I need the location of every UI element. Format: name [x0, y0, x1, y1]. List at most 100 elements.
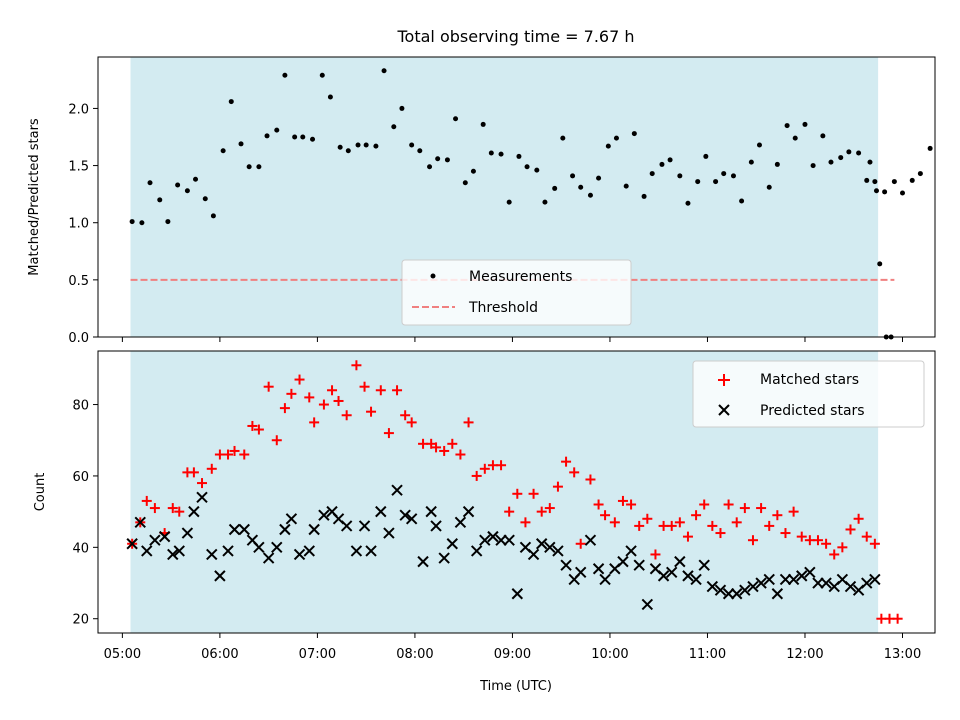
predicted-star-b	[844, 580, 857, 593]
matched-star-point	[206, 463, 217, 474]
predicted-star-point	[271, 541, 283, 554]
predicted-star-point	[812, 577, 824, 589]
matched-star-point	[263, 381, 274, 392]
predicted-star-b	[574, 566, 587, 579]
measurement-point	[157, 197, 163, 203]
predicted-star-b	[633, 559, 645, 571]
predicted-star-b	[462, 505, 475, 518]
matched-star-point	[247, 420, 258, 431]
matched-star-point	[600, 510, 611, 521]
predicted-star-b	[755, 577, 767, 589]
measurement-point	[909, 177, 915, 183]
predicted-star-b	[625, 545, 637, 557]
predicted-star-b	[869, 573, 881, 586]
predicted-star-b	[592, 563, 605, 575]
predicted-star-b	[599, 573, 611, 586]
matched-star-point	[585, 474, 596, 485]
measurement-point	[355, 142, 361, 148]
predicted-star-b	[714, 584, 727, 596]
predicted-star-point	[308, 523, 320, 536]
measurement-point	[873, 188, 879, 194]
legend-predicted-label: Predicted stars	[760, 403, 865, 419]
measurement-point	[202, 196, 208, 202]
matched-star-point	[666, 520, 677, 531]
measurement-point	[695, 179, 701, 185]
predicted-star-b	[430, 520, 442, 532]
measurement-point	[856, 150, 862, 156]
predicted-star-point	[787, 573, 800, 586]
predicted-star-point	[238, 523, 250, 536]
predicted-star-point	[391, 484, 403, 496]
predicted-star-point	[495, 534, 507, 546]
predicted-star-point	[869, 573, 881, 586]
measurement-point	[623, 183, 629, 189]
predicted-star-b	[196, 491, 208, 504]
predicted-star-b	[657, 570, 670, 582]
predicted-star-point	[544, 541, 556, 554]
top-axes-frame	[97, 56, 936, 338]
predicted-star-b	[279, 523, 291, 536]
predicted-star-b	[722, 588, 735, 600]
matched-star-point	[780, 528, 791, 539]
predicted-star-b	[503, 534, 515, 546]
top-y-ticks: 0.0 0.5 1.0 1.5 2.0	[68, 102, 98, 346]
measurement-point	[882, 189, 888, 195]
measurement-point	[228, 99, 234, 105]
measurement-point	[802, 121, 808, 127]
predicted-star-b	[706, 580, 719, 593]
predicted-star-point	[405, 513, 418, 525]
bottom-legend: Matched stars Predicted stars	[692, 360, 925, 428]
predicted-star-b	[771, 588, 784, 600]
measurement-point	[667, 157, 673, 163]
predicted-star-b	[617, 555, 629, 568]
measurement-point	[542, 199, 548, 205]
predicted-star-b	[262, 552, 275, 564]
predicted-star-point	[425, 505, 437, 518]
predicted-star-b	[173, 545, 185, 557]
predicted-star-point	[340, 520, 353, 532]
matched-star-point	[869, 538, 880, 549]
measurement-point	[210, 213, 216, 219]
predicted-star-point	[399, 509, 411, 521]
x-tick-label: 08:00	[396, 647, 433, 662]
predicted-star-point	[487, 530, 499, 543]
matched-star-point	[739, 503, 750, 514]
predicted-star-point	[222, 545, 234, 557]
predicted-star-b	[511, 588, 524, 600]
measurement-point	[498, 151, 504, 157]
predicted-star-b	[698, 559, 710, 571]
measurement-point	[784, 123, 790, 129]
measurement-point	[570, 173, 576, 179]
predicted-star-point	[599, 573, 611, 586]
measurement-point	[391, 124, 397, 130]
matched-star-point	[609, 517, 620, 528]
matched-star-point	[439, 445, 450, 456]
measurement-point	[766, 184, 772, 190]
predicted-star-b	[188, 505, 200, 518]
predicted-star-point	[253, 541, 265, 554]
measurement-point	[274, 127, 280, 133]
measurement-point	[282, 72, 288, 78]
predicted-star-b	[861, 577, 873, 589]
predicted-star-point	[196, 491, 208, 504]
predicted-star-b	[222, 545, 234, 557]
predicted-star-b	[253, 541, 265, 554]
measurement-point	[820, 133, 826, 139]
predicted-star-b	[690, 573, 702, 586]
predicted-star-point	[462, 505, 475, 518]
measurement-point	[381, 68, 387, 74]
predicted-star-point	[149, 534, 161, 546]
measurement-point	[488, 150, 494, 156]
measurement-point	[165, 219, 171, 225]
predicted-star-b	[158, 530, 171, 543]
predicted-star-b	[552, 545, 564, 557]
measurement-point	[846, 149, 852, 155]
measurement-point	[552, 185, 558, 191]
predicted-star-b	[167, 548, 179, 561]
predicted-star-b	[303, 545, 315, 557]
predicted-star-b	[246, 534, 259, 546]
measurement-point	[327, 94, 333, 100]
predicted-star-point	[446, 538, 459, 550]
matched-star-point	[471, 470, 482, 481]
